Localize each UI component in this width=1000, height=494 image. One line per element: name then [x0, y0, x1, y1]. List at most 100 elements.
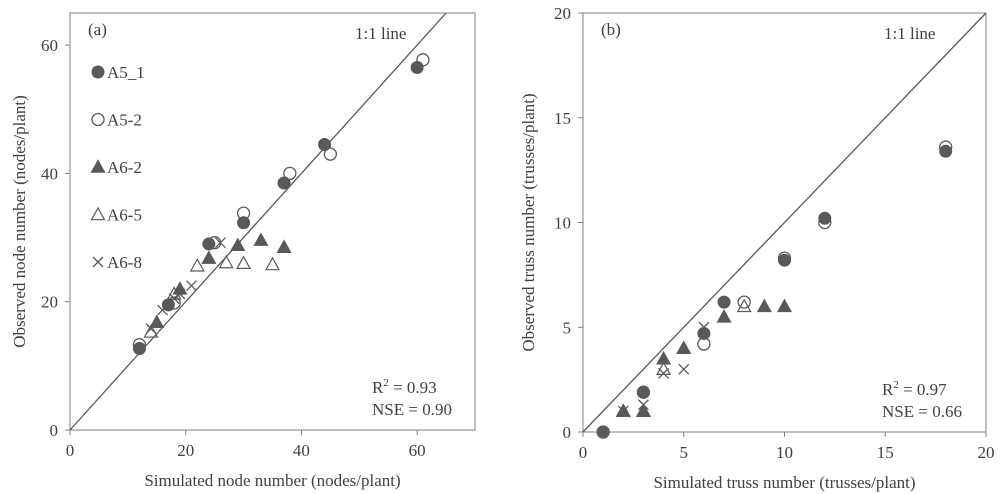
series-A5_1: [596, 144, 953, 439]
legend-label: A6-8: [107, 253, 142, 272]
r-squared-exponent: 2: [893, 379, 899, 391]
data-point: [697, 337, 711, 351]
data-point: [737, 295, 751, 309]
data-point: [157, 304, 169, 316]
data-point: [939, 144, 953, 158]
legend-marker: [90, 206, 106, 221]
r-squared-symbol: R: [882, 380, 894, 399]
data-point: [716, 309, 732, 323]
data-point: [777, 251, 792, 265]
r-squared-annotation: R2 = 0.93: [372, 377, 437, 397]
y-axis-label: Observed truss number (trusses/plant): [519, 93, 538, 351]
one-to-one-label: 1:1 line: [884, 24, 935, 43]
y-tick-label: 0: [50, 421, 59, 440]
data-point: [236, 206, 251, 220]
data-point: [635, 403, 651, 417]
panel-label: (b): [601, 20, 621, 39]
data-point: [635, 403, 651, 417]
x-tick-label: 20: [978, 443, 995, 462]
legend-label: A6-5: [107, 206, 142, 225]
plot-area-border: [69, 12, 476, 431]
data-point: [283, 166, 297, 181]
x-tick-label: 10: [776, 443, 793, 462]
legend-label: A5-2: [107, 111, 142, 130]
data-point: [416, 53, 430, 67]
y-tick-label: 10: [554, 214, 571, 233]
x-axis-label: Simulated node number (nodes/plant): [144, 471, 400, 490]
legend: A5_1 A5-2 A6-2 A6-5 A6-8: [90, 63, 145, 272]
series-A5-2: [132, 53, 430, 352]
data-point: [168, 293, 180, 304]
data-point: [676, 340, 692, 354]
data-point: [615, 403, 631, 417]
series-A6-8: [145, 237, 226, 335]
data-point: [276, 239, 292, 253]
x-tick-label: 0: [579, 443, 588, 462]
data-point: [218, 254, 234, 269]
data-point: [132, 338, 147, 352]
panel-a: 0 20 40 60 0 20 40 60 Simulated node number (nod…: [10, 12, 476, 490]
series-A6-8: [617, 321, 710, 417]
data-point: [318, 138, 332, 152]
legend-marker: [90, 159, 106, 173]
series-A5-2: [596, 140, 953, 439]
legend-marker: [91, 65, 105, 79]
data-point: [277, 176, 291, 190]
data-point: [596, 425, 610, 439]
data-point: [186, 280, 197, 292]
legend-marker: [91, 112, 105, 127]
data-point: [678, 363, 690, 375]
y-tick-label: 5: [563, 318, 572, 337]
y-tick-label: 15: [554, 109, 571, 128]
legend-marker: [92, 256, 104, 268]
panel-label: (a): [88, 20, 107, 39]
data-point: [214, 237, 226, 249]
data-point: [230, 237, 246, 252]
data-point: [149, 314, 165, 329]
data-point: [637, 399, 649, 411]
r-squared-value: = 0.93: [389, 378, 437, 397]
data-point: [189, 258, 205, 272]
x-tick-label: 5: [680, 443, 689, 462]
legend-label: A5_1: [107, 63, 145, 82]
legend-label: A6-2: [107, 158, 142, 177]
y-axis-label: Observed node number (nodes/plant): [10, 95, 29, 348]
r-squared-exponent: 2: [383, 377, 389, 389]
one-to-one-line: [69, 12, 447, 431]
x-tick-label: 15: [877, 443, 894, 462]
data-point: [658, 367, 670, 379]
data-point: [145, 323, 157, 335]
y-tick-label: 0: [563, 423, 572, 442]
x-tick-label: 0: [66, 441, 75, 460]
panel-b: 0 5 10 15 20 0 5 10 15 20 Simulated truss number (…: [519, 4, 995, 492]
r-squared-annotation: R2 = 0.97: [882, 379, 947, 399]
data-point: [676, 340, 692, 354]
data-point: [253, 232, 269, 246]
x-tick-label: 20: [177, 441, 194, 460]
data-point: [172, 281, 188, 295]
data-point: [636, 385, 651, 399]
data-point: [756, 298, 772, 313]
data-point: [818, 211, 832, 225]
one-to-one-line: [582, 12, 987, 433]
y-tick-label: 60: [41, 36, 58, 55]
x-tick-label: 60: [409, 441, 426, 460]
data-point: [818, 215, 832, 230]
y-tick-label: 20: [554, 4, 571, 23]
r-squared-symbol: R: [372, 378, 384, 397]
x-axis-label: Simulated truss number (trusses/plant): [653, 473, 915, 492]
data-point: [410, 61, 424, 75]
data-point: [939, 140, 953, 154]
data-point: [656, 361, 672, 375]
data-point: [237, 216, 251, 230]
data-point: [717, 295, 731, 309]
r-squared-value: = 0.97: [899, 380, 947, 399]
series-A6-2: [149, 232, 292, 329]
x-tick-label: 40: [293, 441, 310, 460]
data-point: [776, 298, 793, 313]
data-point: [323, 147, 338, 161]
series-A6-5: [615, 298, 752, 417]
y-tick-label: 40: [41, 164, 58, 183]
nse-annotation: NSE = 0.66: [882, 402, 962, 421]
data-point: [174, 288, 186, 300]
